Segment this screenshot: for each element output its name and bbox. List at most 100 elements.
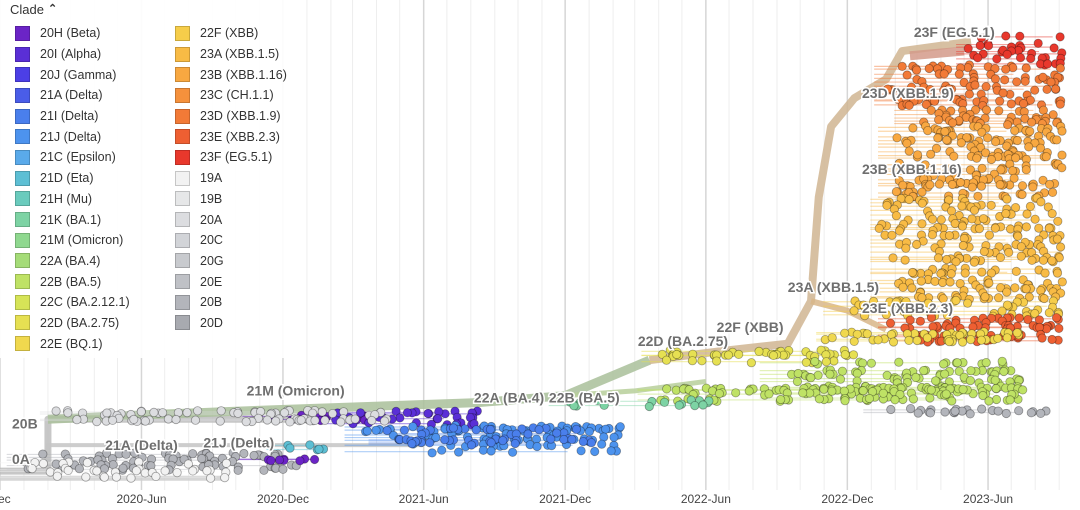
legend-label: 20I (Alpha) — [40, 47, 102, 62]
legend-item[interactable]: 21K (BA.1) — [15, 209, 130, 230]
tip-point — [190, 415, 201, 425]
tip-point — [1012, 77, 1022, 87]
tip-point — [1057, 150, 1067, 160]
tip-point — [466, 440, 477, 450]
legend-item[interactable]: 21I (Delta) — [15, 106, 130, 127]
legend-label: 23C (CH.1.1) — [200, 88, 274, 103]
tip-point — [391, 406, 401, 416]
tip-point — [1013, 231, 1023, 241]
legend-item[interactable]: 20A — [175, 209, 287, 230]
tip-point — [898, 180, 908, 190]
tip-point — [860, 310, 870, 321]
legend-item[interactable]: 21M (Omicron) — [15, 230, 130, 251]
legend-item[interactable]: 20J (Gamma) — [15, 64, 130, 85]
legend-toggle[interactable]: Clade ⌃ — [10, 2, 57, 17]
tip-point — [852, 368, 862, 378]
tip-point — [934, 179, 945, 189]
tip-point — [183, 459, 193, 469]
tip-point — [806, 373, 816, 383]
tip-point — [1036, 143, 1046, 153]
tip-point — [1024, 142, 1034, 152]
tip-point — [1025, 126, 1035, 136]
tip-point — [973, 53, 983, 63]
legend-item[interactable]: 22C (BA.2.12.1) — [15, 292, 130, 313]
tip-point — [967, 182, 977, 192]
legend-item[interactable]: 22A (BA.4) — [15, 251, 130, 272]
legend-swatch — [175, 253, 190, 269]
legend-item[interactable]: 21C (Epsilon) — [15, 147, 130, 168]
legend-swatch — [175, 294, 190, 310]
tip-point — [929, 96, 940, 106]
legend-swatch — [175, 149, 190, 165]
legend-item[interactable]: 22D (BA.2.75) — [15, 313, 130, 334]
tip-point — [81, 472, 91, 482]
tip-point — [951, 257, 961, 267]
legend-column-2: 22F (XBB) 23A (XBB.1.5) 23B (XBB.1.16) 23C … — [175, 23, 287, 333]
tip-point — [1040, 268, 1050, 278]
legend-item[interactable]: 23E (XBB.2.3) — [175, 126, 287, 147]
tip-point — [744, 386, 754, 396]
tip-point — [1030, 214, 1040, 224]
legend-swatch — [15, 336, 30, 352]
tip-point — [998, 88, 1008, 98]
tip-point — [121, 449, 131, 459]
legend-column-1: 20H (Beta) 20I (Alpha) 20J (Gamma) 21A (Del… — [15, 23, 130, 354]
tip-point — [966, 366, 976, 376]
tip-point — [746, 358, 757, 368]
legend-item[interactable]: 23B (XBB.1.16) — [175, 64, 287, 85]
tip-point — [969, 257, 979, 267]
tip-point — [609, 432, 619, 442]
tip-point — [188, 466, 198, 476]
tip-point — [891, 297, 901, 307]
legend-item[interactable]: 23C (CH.1.1) — [175, 85, 287, 106]
legend-item[interactable]: 20E — [175, 271, 287, 292]
legend-item[interactable]: 20H (Beta) — [15, 23, 130, 44]
tip-point — [882, 200, 892, 210]
legend-item[interactable]: 20B — [175, 292, 287, 313]
tip-point — [993, 333, 1003, 343]
tip-point — [957, 221, 968, 231]
tip-point — [972, 153, 982, 163]
legend-item[interactable]: 23F (EG.5.1) — [175, 147, 287, 168]
legend-label: 20D — [200, 315, 223, 330]
tip-point — [266, 455, 276, 466]
legend-item[interactable]: 22E (BQ.1) — [15, 333, 130, 354]
legend-item[interactable]: 22B (BA.5) — [15, 271, 130, 292]
tip-point — [977, 163, 987, 173]
tip-point — [233, 465, 243, 475]
legend-item[interactable]: 21D (Eta) — [15, 168, 130, 189]
tip-point — [898, 282, 908, 292]
legend-swatch — [175, 25, 190, 41]
tip-point — [1056, 242, 1066, 252]
tip-point — [946, 206, 957, 216]
legend-item[interactable]: 21J (Delta) — [15, 126, 130, 147]
legend-item[interactable]: 19B — [175, 189, 287, 210]
legend-item[interactable]: 20G — [175, 251, 287, 272]
tip-point — [697, 356, 707, 366]
legend-item[interactable]: 23A (XBB.1.5) — [175, 44, 287, 65]
tip-point — [917, 187, 927, 197]
tip-point — [448, 423, 458, 433]
clade-label: 23F (EG.5.1) — [914, 24, 995, 40]
legend-item[interactable]: 22F (XBB) — [175, 23, 287, 44]
tip-point — [839, 386, 849, 396]
tip-point — [1021, 222, 1032, 232]
legend-item[interactable]: 19A — [175, 168, 287, 189]
tip-point — [1016, 251, 1026, 261]
legend-item[interactable]: 20I (Alpha) — [15, 44, 130, 65]
x-tick-label: 2021-Dec — [539, 492, 591, 506]
legend-item[interactable]: 21H (Mu) — [15, 189, 130, 210]
legend-item[interactable]: 20D — [175, 313, 287, 334]
tip-point — [427, 448, 437, 458]
legend-item[interactable]: 21A (Delta) — [15, 85, 130, 106]
legend-label: 20J (Gamma) — [40, 67, 117, 82]
legend-swatch — [175, 315, 190, 331]
legend-item[interactable]: 23D (XBB.1.9) — [175, 106, 287, 127]
legend-item[interactable]: 20C — [175, 230, 287, 251]
tip-point — [431, 432, 441, 443]
x-tick-label: 2022-Dec — [821, 492, 873, 506]
tip-point — [911, 372, 921, 382]
tip-point — [975, 40, 985, 51]
tip-point — [798, 388, 808, 398]
legend-swatch — [15, 25, 30, 41]
